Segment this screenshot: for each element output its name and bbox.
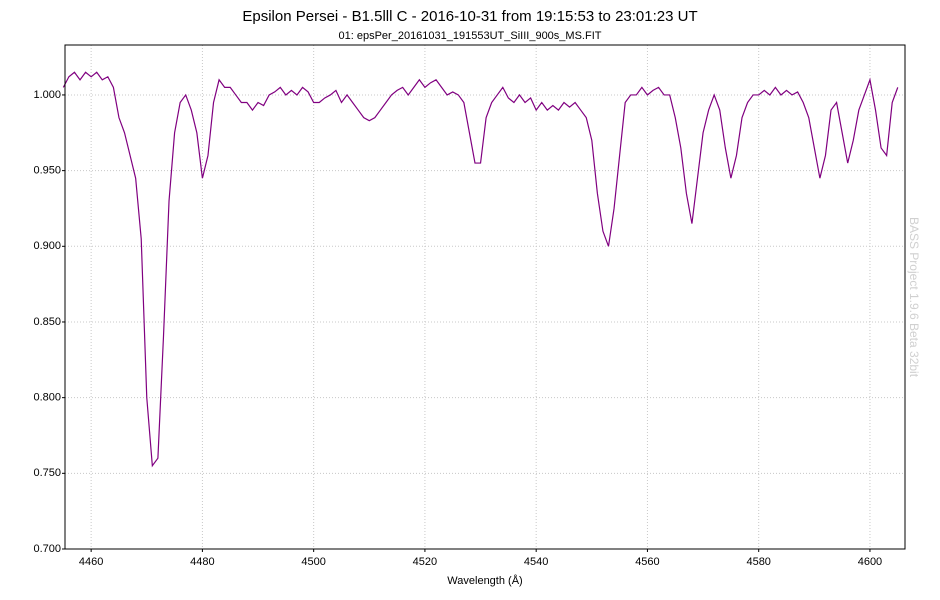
x-tick-label: 4580 (746, 556, 770, 568)
y-tick-label: 0.900 (33, 240, 61, 252)
plot-frame (64, 44, 906, 550)
chart-subtitle: 01: epsPer_20161031_191553UT_SiIII_900s_… (339, 30, 602, 42)
x-axis-label: Wavelength (Å) (447, 574, 522, 587)
x-tick-label: 4480 (190, 556, 214, 568)
y-tick-label: 1.000 (33, 89, 61, 101)
y-tick-label: 0.750 (33, 467, 61, 479)
y-tick-label: 0.950 (33, 165, 61, 177)
x-tick-label: 4500 (301, 556, 325, 568)
x-tick-label: 4600 (858, 556, 882, 568)
chart-title: Epsilon Persei - B1.5lll C - 2016-10-31 … (242, 8, 697, 25)
x-tick-label: 4460 (79, 556, 103, 568)
x-tick-label: 4560 (635, 556, 659, 568)
watermark: BASS Project 1.9.6 Beta 32bit (907, 217, 921, 378)
plot-area: 0.700 0.750 0.800 0.850 0.900 0.950 1.000 4460 4… (33, 45, 905, 568)
y-tick-label: 0.700 (33, 543, 61, 555)
y-tick-label: 0.850 (33, 316, 61, 328)
x-tick-label: 4540 (524, 556, 548, 568)
x-tick-label: 4520 (413, 556, 437, 568)
spectrum-line (62, 71, 899, 468)
y-tick-label: 0.800 (33, 392, 61, 404)
